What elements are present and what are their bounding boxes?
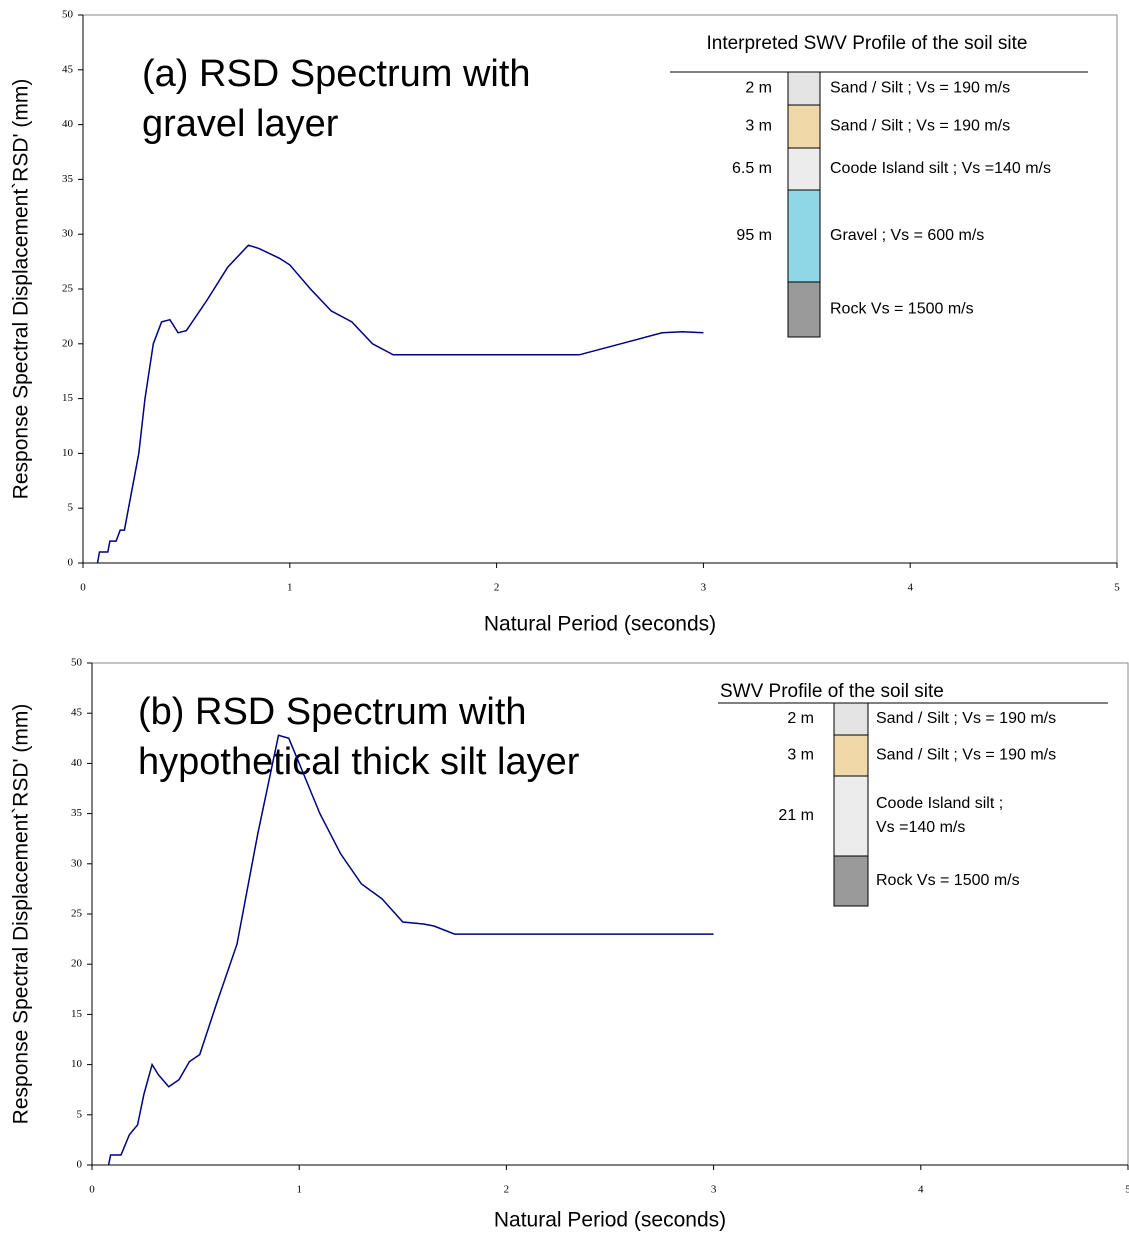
layer-thickness: 21 m: [778, 807, 814, 824]
x-tick-label: 0: [80, 582, 86, 594]
layer-label: Sand / Silt ; Vs = 190 m/s: [876, 747, 1056, 764]
layer-thickness: 95 m: [736, 227, 772, 244]
y-tick-label: 35: [62, 173, 74, 185]
y-tick-label: 15: [71, 1008, 83, 1020]
y-tick-label: 40: [71, 757, 83, 769]
layer-label: Coode Island silt ; Vs =140 m/s: [830, 160, 1051, 177]
chart-title: gravel layer: [142, 103, 339, 145]
y-tick-label: 20: [71, 958, 83, 970]
plot-frame: [82, 14, 1118, 564]
layer-label: Vs =140 m/s: [876, 819, 965, 836]
y-tick-label: 15: [62, 392, 74, 404]
soil-layer: [833, 734, 869, 777]
y-tick-label: 45: [71, 707, 83, 719]
soil-layer: [787, 189, 821, 283]
layer-label: Rock Vs = 1500 m/s: [876, 872, 1020, 889]
y-tick-label: 30: [62, 228, 74, 240]
soil-layer: [787, 281, 821, 338]
y-tick-label: 45: [62, 63, 74, 75]
x-tick-label: 1: [287, 582, 293, 594]
layer-thickness: 2 m: [787, 710, 814, 727]
layer-thickness: 3 m: [745, 118, 772, 135]
layer-label: Sand / Silt ; Vs = 190 m/s: [830, 80, 1010, 97]
x-tick-label: 4: [907, 582, 913, 594]
chart-title: (b) RSD Spectrum with: [138, 691, 527, 733]
soil-layer: [833, 855, 869, 907]
layer-label: Sand / Silt ; Vs = 190 m/s: [876, 710, 1056, 727]
x-axis-label: Natural Period (seconds): [484, 613, 716, 636]
y-tick-label: 10: [71, 1058, 83, 1070]
x-tick-label: 0: [89, 1184, 95, 1196]
profile-title: Interpreted SWV Profile of the soil site: [706, 33, 1027, 54]
x-tick-label: 1: [296, 1184, 302, 1196]
data-line: [107, 734, 714, 1166]
y-tick-label: 0: [77, 1159, 83, 1171]
soil-layer: [787, 104, 821, 149]
x-tick-label: 5: [1114, 582, 1120, 594]
x-tick-label: 4: [918, 1184, 924, 1196]
profile-title: SWV Profile of the soil site: [720, 681, 944, 702]
y-tick-label: 25: [71, 908, 83, 920]
soil-layer: [833, 775, 869, 857]
soil-layer: [787, 71, 821, 106]
y-tick-label: 30: [71, 857, 83, 869]
layer-thickness: 6.5 m: [732, 160, 772, 177]
y-tick-label: 5: [77, 1108, 83, 1120]
chart-title: (a) RSD Spectrum with: [142, 53, 531, 95]
layer-label: Rock Vs = 1500 m/s: [830, 301, 974, 318]
y-axis-label: Response Spectral Displacement`RSD' (mm): [10, 79, 33, 500]
layer-thickness: 2 m: [745, 80, 772, 97]
layer-label: Coode Island silt ;: [876, 795, 1003, 812]
x-tick-label: 3: [711, 1184, 717, 1196]
x-tick-label: 3: [701, 582, 707, 594]
y-tick-label: 40: [62, 118, 74, 130]
y-tick-label: 50: [62, 9, 74, 21]
layer-label: Sand / Silt ; Vs = 190 m/s: [830, 118, 1010, 135]
x-tick-label: 2: [494, 582, 500, 594]
y-tick-label: 0: [68, 557, 74, 569]
y-tick-label: 50: [71, 657, 83, 669]
y-tick-label: 10: [62, 447, 74, 459]
layer-label: Gravel ; Vs = 600 m/s: [830, 227, 984, 244]
x-tick-label: 5: [1125, 1184, 1129, 1196]
soil-layer: [833, 702, 869, 736]
y-tick-label: 35: [71, 807, 83, 819]
y-tick-label: 5: [68, 502, 74, 514]
y-tick-label: 20: [62, 337, 74, 349]
x-tick-label: 2: [504, 1184, 510, 1196]
data-line: [96, 244, 704, 564]
soil-layer: [787, 147, 821, 191]
chart-title: hypothetical thick silt layer: [138, 741, 580, 783]
y-tick-label: 25: [62, 283, 74, 295]
y-axis-label: Response Spectral Displacement`RSD' (mm): [10, 704, 33, 1125]
x-axis-label: Natural Period (seconds): [494, 1209, 726, 1232]
layer-thickness: 3 m: [787, 747, 814, 764]
plot-frame: [91, 662, 1129, 1166]
